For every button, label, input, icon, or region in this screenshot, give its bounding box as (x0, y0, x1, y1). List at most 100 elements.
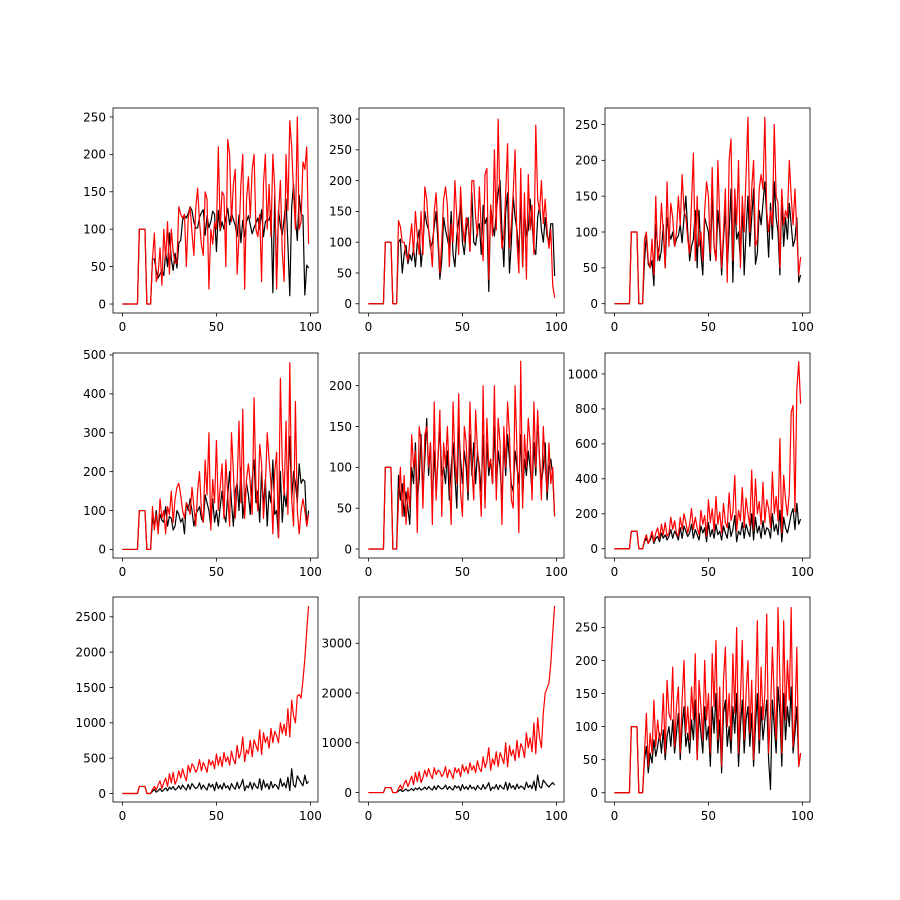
x-tick-label: 50 (209, 809, 224, 823)
x-tick-label: 50 (209, 565, 224, 579)
subplot-5: 0 50 100 0 50 100 150 200 (329, 352, 568, 579)
x-tick-label: 50 (455, 565, 470, 579)
x-tick-label: 100 (791, 565, 814, 579)
series-line-black (122, 768, 310, 795)
y-tick-label: 600 (575, 437, 598, 451)
x-tick-label: 100 (545, 320, 568, 334)
x-tick-label: 0 (119, 320, 127, 334)
series-line-black (368, 417, 556, 550)
x-tick-label: 0 (611, 809, 619, 823)
y-tick-label: 100 (83, 223, 106, 237)
y-tick-label: 150 (329, 205, 352, 219)
x-tick-label: 0 (365, 565, 373, 579)
x-tick-label: 100 (791, 320, 814, 334)
y-tick-label: 50 (91, 260, 106, 274)
series-line-red (122, 116, 310, 305)
plot-frame (358, 107, 565, 314)
y-tick-label: 0 (98, 543, 106, 557)
y-tick-label: 500 (83, 348, 106, 362)
plot-frame (358, 352, 565, 559)
x-tick-label: 50 (701, 809, 716, 823)
x-tick-label: 50 (209, 320, 224, 334)
x-tick-label: 100 (299, 320, 322, 334)
x-tick-label: 0 (119, 565, 127, 579)
y-tick-label: 100 (329, 461, 352, 475)
y-tick-label: 250 (575, 118, 598, 132)
subplot-2: 0 50 100 0 50 100 150 200 250 300 (329, 107, 568, 334)
series-line-black (614, 502, 802, 550)
y-tick-label: 0 (344, 542, 352, 556)
y-tick-label: 200 (83, 465, 106, 479)
y-tick-label: 1000 (567, 367, 598, 381)
y-tick-label: 50 (337, 501, 352, 515)
series-line-red (614, 606, 802, 794)
x-tick-label: 100 (545, 809, 568, 823)
y-tick-label: 500 (83, 751, 106, 765)
y-tick-label: 0 (590, 297, 598, 311)
y-tick-label: 250 (83, 110, 106, 124)
y-tick-label: 800 (575, 402, 598, 416)
y-tick-label: 150 (575, 687, 598, 701)
y-tick-label: 1500 (75, 681, 106, 695)
y-tick-label: 400 (83, 387, 106, 401)
y-tick-label: 150 (575, 189, 598, 203)
x-tick-label: 0 (611, 320, 619, 334)
plot-frame (604, 107, 811, 314)
y-tick-label: 0 (590, 786, 598, 800)
y-tick-label: 400 (575, 472, 598, 486)
y-tick-label: 150 (329, 420, 352, 434)
y-tick-label: 200 (575, 154, 598, 168)
x-tick-label: 50 (455, 320, 470, 334)
y-tick-label: 150 (83, 185, 106, 199)
plot-frame (112, 352, 319, 559)
series-line-red (368, 360, 556, 550)
x-tick-label: 0 (119, 809, 127, 823)
y-tick-label: 300 (83, 426, 106, 440)
y-tick-label: 200 (329, 174, 352, 188)
plot-frame (112, 596, 319, 803)
plot-frame (358, 596, 565, 803)
y-tick-label: 2000 (321, 686, 352, 700)
series-line-red (614, 116, 802, 305)
series-line-black (614, 181, 802, 305)
x-tick-label: 0 (611, 565, 619, 579)
y-tick-label: 0 (344, 786, 352, 800)
x-tick-label: 0 (365, 809, 373, 823)
y-tick-label: 100 (575, 720, 598, 734)
y-tick-label: 0 (98, 787, 106, 801)
x-tick-label: 50 (455, 809, 470, 823)
series-line-red (368, 118, 556, 305)
subplot-3: 0 50 100 0 50 100 150 200 250 (575, 107, 814, 334)
x-tick-label: 100 (545, 565, 568, 579)
y-tick-label: 100 (83, 504, 106, 518)
series-line-red (368, 605, 556, 794)
y-tick-label: 50 (337, 266, 352, 280)
y-tick-label: 200 (575, 507, 598, 521)
y-tick-label: 3000 (321, 637, 352, 651)
plot-frame (604, 352, 811, 559)
y-tick-label: 1000 (75, 716, 106, 730)
y-tick-label: 200 (83, 148, 106, 162)
y-tick-label: 0 (344, 297, 352, 311)
y-tick-label: 200 (329, 379, 352, 393)
y-tick-label: 2000 (75, 645, 106, 659)
series-line-red (614, 361, 802, 550)
y-tick-label: 250 (575, 621, 598, 635)
x-tick-label: 100 (299, 565, 322, 579)
subplot-9: 0 50 100 0 50 100 150 200 250 (575, 596, 814, 823)
x-tick-label: 0 (365, 320, 373, 334)
y-tick-label: 1000 (321, 736, 352, 750)
series-line-red (122, 606, 310, 795)
series-line-red (122, 362, 310, 551)
x-tick-label: 100 (791, 809, 814, 823)
y-tick-label: 250 (329, 143, 352, 157)
x-tick-label: 50 (701, 320, 716, 334)
y-tick-label: 200 (575, 654, 598, 668)
y-tick-label: 100 (329, 236, 352, 250)
y-tick-label: 50 (583, 261, 598, 275)
y-tick-label: 300 (329, 112, 352, 126)
